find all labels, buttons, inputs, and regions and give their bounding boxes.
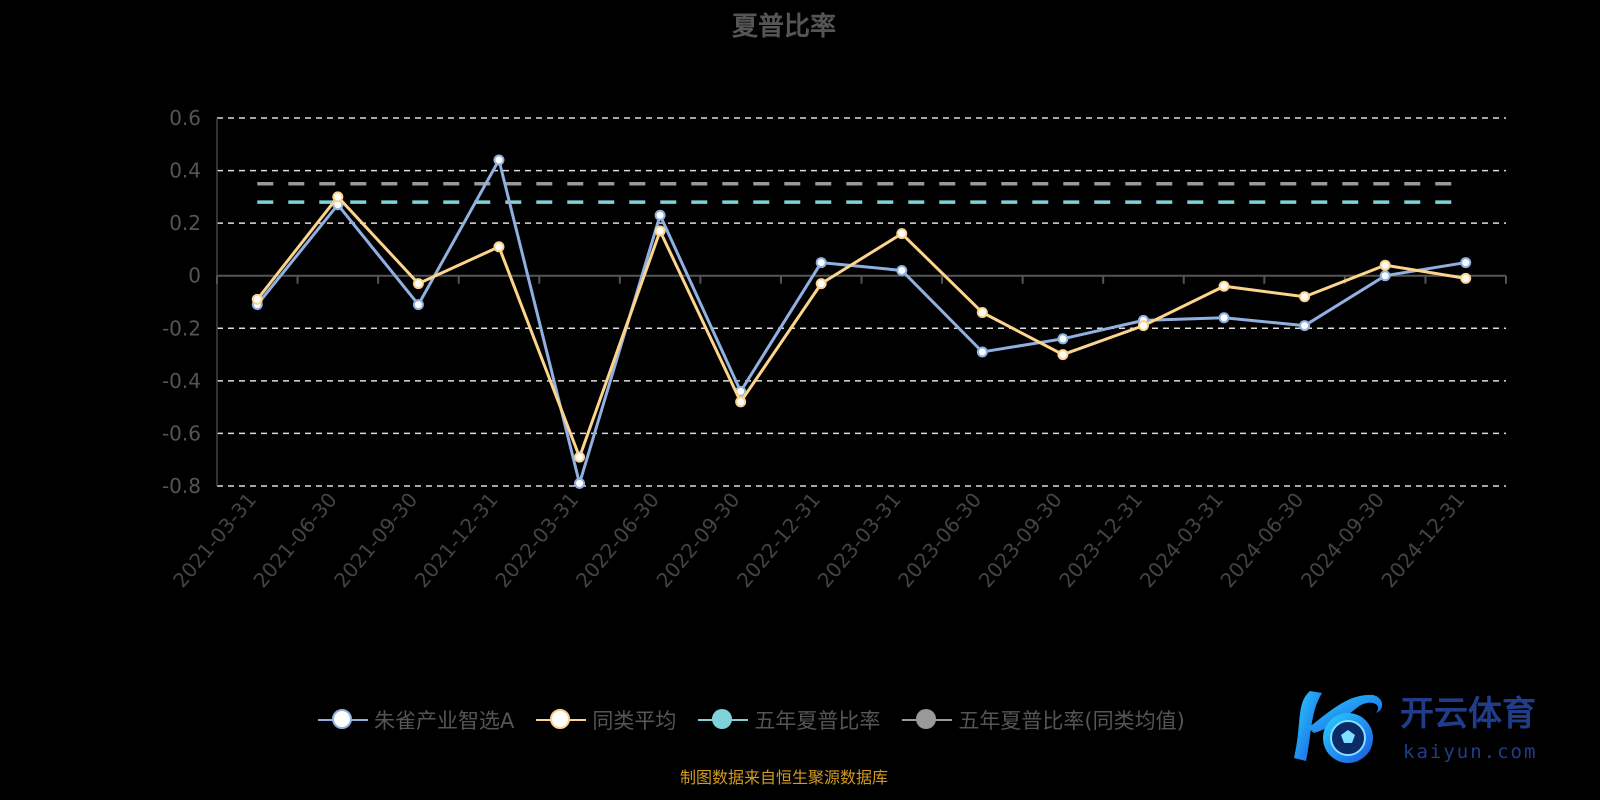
legend-symbol <box>318 707 368 733</box>
data-point <box>896 264 908 276</box>
data-point <box>574 477 586 489</box>
legend-label: 五年夏普比率 <box>754 709 881 733</box>
data-point <box>896 228 908 240</box>
data-point <box>1379 259 1391 271</box>
data-point <box>1299 291 1311 303</box>
legend-item-five-year-sharpe-peer[interactable]: 五年夏普比率(同类均值) <box>902 705 1185 735</box>
data-source-note: 制图数据来自恒生聚源数据库 <box>679 768 888 787</box>
data-point <box>412 278 424 290</box>
y-tick-label: 0 <box>188 264 201 288</box>
x-tick-label: 2024-06-30 <box>1215 488 1308 592</box>
kaiyun-logo: 开云体育 kaiyun.com <box>1288 683 1558 777</box>
series-line <box>256 156 1466 490</box>
legend-item-peer-average[interactable]: 同类平均 <box>536 705 676 735</box>
legend-label: 朱雀产业智选A <box>374 709 515 733</box>
data-point <box>412 299 424 311</box>
legend-symbol <box>902 707 953 733</box>
data-point <box>815 257 827 269</box>
y-tick-label: -0.6 <box>162 421 201 445</box>
x-tick-label: 2022-06-30 <box>571 488 664 592</box>
x-tick-label: 2021-03-31 <box>168 488 261 592</box>
data-point <box>976 346 988 358</box>
y-tick-label: 0.4 <box>169 159 201 183</box>
legend-symbol <box>536 707 587 733</box>
data-point <box>1137 320 1149 332</box>
data-point <box>976 307 988 319</box>
legend: 朱雀产业智选A 同类平均 五年夏普比率 五年夏普比率(同类均值) <box>318 705 1207 735</box>
legend-label: 五年夏普比率(同类均值) <box>958 709 1185 733</box>
legend-item-fund[interactable]: 朱雀产业智选A <box>318 705 514 735</box>
y-tick-label: 0.2 <box>169 211 201 235</box>
data-point <box>735 396 747 408</box>
x-tick-label: 2021-09-30 <box>329 488 422 592</box>
data-point <box>1218 280 1230 292</box>
data-point <box>332 191 344 203</box>
data-point <box>654 209 666 221</box>
x-tick-label: 2021-06-30 <box>249 488 342 592</box>
chart-title: 夏普比率 <box>731 12 836 42</box>
legend-label: 同类平均 <box>592 709 677 733</box>
data-point <box>574 451 586 463</box>
data-point <box>815 278 827 290</box>
x-tick-label: 2023-12-31 <box>1054 488 1147 592</box>
data-point <box>1057 333 1069 345</box>
y-tick-label: 0.6 <box>169 106 201 130</box>
data-point <box>654 225 666 237</box>
data-point <box>493 154 505 166</box>
x-tick-label: 2023-09-30 <box>974 488 1067 592</box>
x-tick-label: 2024-09-30 <box>1296 488 1389 592</box>
legend-item-five-year-sharpe[interactable]: 五年夏普比率 <box>698 705 880 735</box>
data-point <box>493 241 505 253</box>
y-tick-label: -0.8 <box>162 474 201 498</box>
series-line <box>256 194 1466 462</box>
data-point <box>1218 312 1230 324</box>
x-tick-label: 2023-03-31 <box>813 488 906 592</box>
y-tick-label: -0.4 <box>162 369 201 393</box>
svg-text:开云体育: 开云体育 <box>1400 694 1536 734</box>
data-point <box>1460 257 1472 269</box>
y-tick-label: -0.2 <box>162 316 201 340</box>
x-tick-label: 2024-12-31 <box>1376 488 1469 592</box>
data-point <box>1057 349 1069 361</box>
logo-graphic: 开云体育 kaiyun.com <box>1294 691 1537 763</box>
legend-symbol <box>698 707 749 733</box>
data-point <box>1460 272 1472 284</box>
x-tick-label: 2023-06-30 <box>893 488 986 592</box>
data-point <box>251 293 263 305</box>
x-tick-label: 2022-12-31 <box>732 488 825 592</box>
data-point <box>1379 270 1391 282</box>
x-tick-label: 2021-12-31 <box>410 488 503 592</box>
x-tick-label: 2024-03-31 <box>1135 488 1228 592</box>
x-tick-label: 2022-09-30 <box>651 488 744 592</box>
x-tick-label: 2022-03-31 <box>490 488 583 592</box>
svg-text:kaiyun.com: kaiyun.com <box>1403 741 1537 763</box>
data-point <box>1299 320 1311 332</box>
